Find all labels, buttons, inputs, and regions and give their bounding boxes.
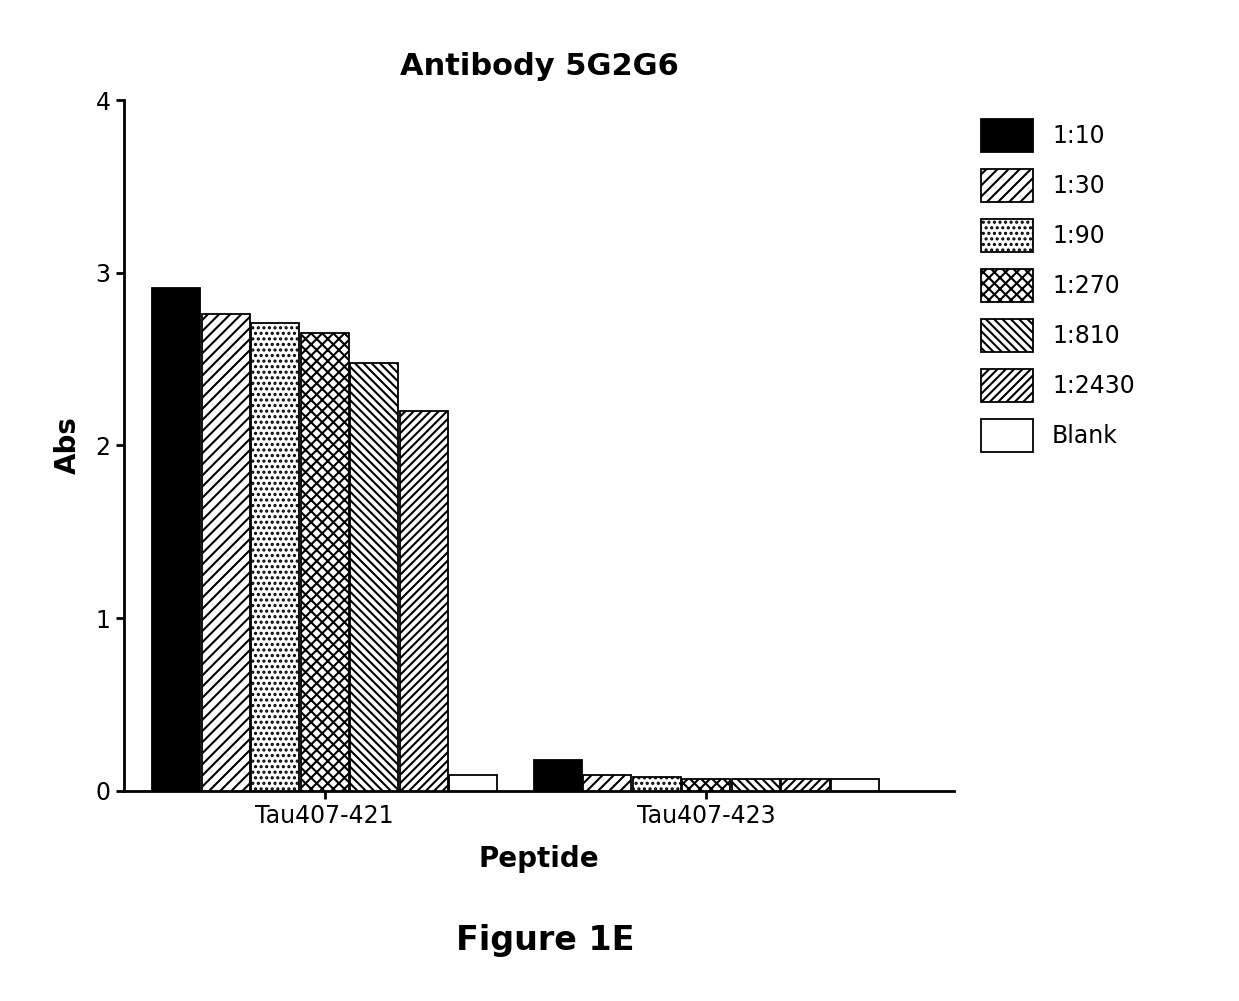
- Bar: [683, 779, 731, 791]
- Bar: [252, 323, 300, 791]
- Bar: [400, 410, 449, 791]
- Bar: [351, 362, 399, 791]
- Text: Figure 1E: Figure 1E: [456, 925, 634, 957]
- Bar: [782, 779, 830, 791]
- Bar: [584, 775, 632, 791]
- Bar: [152, 288, 201, 791]
- Bar: [633, 777, 681, 791]
- Bar: [732, 779, 781, 791]
- X-axis label: Peptide: Peptide: [478, 845, 600, 873]
- Bar: [450, 775, 497, 791]
- Bar: [202, 314, 250, 791]
- Legend: 1:10, 1:30, 1:90, 1:270, 1:810, 1:2430, Blank: 1:10, 1:30, 1:90, 1:270, 1:810, 1:2430, …: [974, 112, 1142, 459]
- Y-axis label: Abs: Abs: [53, 416, 82, 474]
- Bar: [301, 333, 349, 791]
- Bar: [534, 760, 582, 791]
- Bar: [831, 779, 878, 791]
- Title: Antibody 5G2G6: Antibody 5G2G6: [399, 52, 679, 81]
